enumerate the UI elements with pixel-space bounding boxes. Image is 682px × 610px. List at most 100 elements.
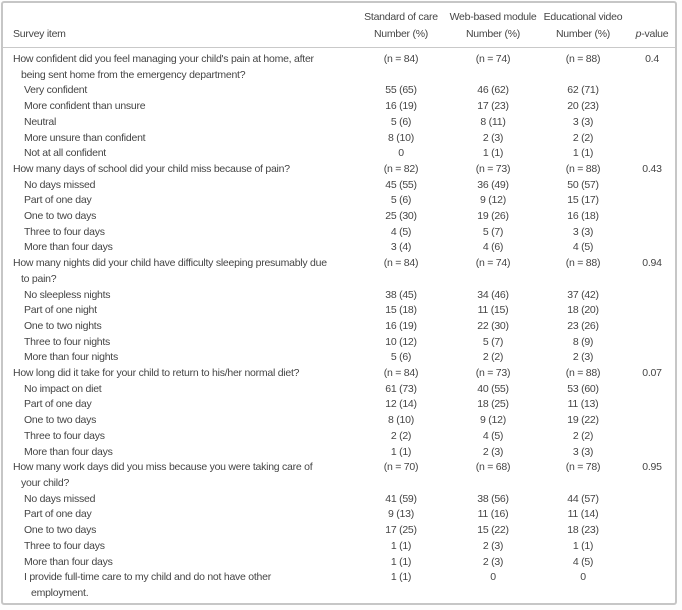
value-cell: (n = 73) <box>475 367 511 380</box>
row-label: No days missed <box>24 492 96 505</box>
value-cell: 50 (57) <box>567 178 599 191</box>
row-label: No impact on diet <box>24 382 102 395</box>
value-cell <box>353 68 449 84</box>
item-row: One to two days 8 (10) 9 (12) 19 (22) <box>3 413 675 429</box>
p-value-cell <box>629 193 675 209</box>
row-label: One to two days <box>24 524 97 537</box>
p-value-cell <box>629 397 675 413</box>
value-cell: 45 (55) <box>385 178 417 191</box>
item-row: No days missed 45 (55) 36 (49) 50 (57) <box>3 178 675 194</box>
value-cell: 41 (59) <box>385 492 417 505</box>
value-cell: (n = 88) <box>565 257 601 270</box>
value-cell: 2 (2) <box>482 351 504 364</box>
row-label: Three to four days <box>24 539 105 552</box>
row-label: Part of one night <box>24 304 97 317</box>
column-header-group-unit: Number (%) <box>555 27 611 40</box>
value-cell: 5 (6) <box>390 351 412 364</box>
column-header-educational-video: Educational video Number (%) <box>537 9 629 42</box>
value-cell: 2 (2) <box>390 429 412 442</box>
p-value-cell <box>629 382 675 398</box>
value-cell <box>449 476 537 492</box>
value-cell: 2 (3) <box>482 131 504 144</box>
column-header-group-unit: Number (%) <box>465 27 521 40</box>
value-cell: 0 <box>580 571 586 584</box>
value-cell: 0 <box>398 147 404 160</box>
row-label: One to two days <box>24 414 97 427</box>
item-row: One to two days 25 (30) 19 (26) 16 (18) <box>3 209 675 225</box>
value-cell: 36 (49) <box>477 178 509 191</box>
value-cell: (n = 82) <box>383 162 419 175</box>
value-cell: 11 (14) <box>567 508 599 521</box>
row-label: Part of one day <box>24 398 92 411</box>
row-label: How confident did you feel managing your… <box>13 53 314 65</box>
p-value-cell <box>629 555 675 571</box>
value-cell: 20 (23) <box>567 100 599 113</box>
row-label: How long did it take for your child to r… <box>13 367 300 380</box>
value-cell: 17 (23) <box>477 100 509 113</box>
value-cell: 4 (5) <box>390 225 412 238</box>
p-value-cell: 0.43 <box>642 162 662 175</box>
item-row: Part of one night 15 (18) 11 (15) 18 (20) <box>3 303 675 319</box>
value-cell: 8 (11) <box>480 115 506 128</box>
value-cell: 62 (71) <box>567 84 599 97</box>
value-cell <box>537 68 629 84</box>
table-body: How confident did you feel managing your… <box>3 48 675 602</box>
row-label: More than four days <box>24 241 113 254</box>
row-label: How many work days did you miss because … <box>13 461 313 474</box>
value-cell: (n = 84) <box>383 367 419 380</box>
row-label: to pain? <box>21 272 57 285</box>
value-cell: 5 (7) <box>482 335 504 348</box>
value-cell: 2 (2) <box>572 429 594 442</box>
item-row: One to two nights 16 (19) 22 (30) 23 (26) <box>3 319 675 335</box>
value-cell: 34 (46) <box>477 288 509 301</box>
value-cell: 40 (55) <box>477 382 509 395</box>
item-row: More unsure than confident 8 (10) 2 (3) 2 (… <box>3 131 675 147</box>
p-value-cell <box>629 115 675 131</box>
column-header-group-name: Web-based module <box>449 11 537 23</box>
value-cell: (n = 70) <box>383 461 419 474</box>
row-label: Very confident <box>24 84 88 97</box>
column-header-group-unit: Number (%) <box>373 27 429 40</box>
p-value-cell <box>629 570 675 586</box>
value-cell: (n = 88) <box>565 162 601 175</box>
value-cell: 16 (19) <box>385 319 417 332</box>
value-cell: 5 (7) <box>482 225 504 238</box>
value-cell: 12 (14) <box>385 398 417 411</box>
value-cell: 15 (22) <box>477 524 509 537</box>
row-label: Part of one day <box>24 194 92 207</box>
value-cell: 17 (25) <box>385 524 417 537</box>
p-value-cell <box>629 319 675 335</box>
value-cell: 46 (62) <box>477 84 509 97</box>
value-cell: 11 (16) <box>477 508 509 521</box>
value-cell: 19 (26) <box>477 210 509 223</box>
p-value-cell <box>629 209 675 225</box>
question-row: How many days of school did your child m… <box>3 162 675 178</box>
value-cell: 16 (18) <box>567 210 599 223</box>
row-label: One to two days <box>24 210 97 223</box>
column-header-p-value: p-value <box>629 26 675 43</box>
row-label: More unsure than confident <box>24 131 146 144</box>
value-cell <box>353 476 449 492</box>
item-row: Part of one day 5 (6) 9 (12) 15 (17) <box>3 193 675 209</box>
p-value-cell <box>629 429 675 445</box>
question-row: How many work days did you miss because … <box>3 460 675 476</box>
value-cell: 25 (30) <box>385 210 417 223</box>
p-value-cell <box>629 303 675 319</box>
value-cell: 53 (60) <box>567 382 599 395</box>
value-cell <box>449 586 537 602</box>
value-cell: 5 (6) <box>390 115 412 128</box>
p-value-cell <box>629 445 675 461</box>
column-header-group-name: Standard of care <box>364 11 438 23</box>
value-cell: 8 (10) <box>388 131 414 144</box>
value-cell: 4 (5) <box>482 429 504 442</box>
value-cell: 2 (3) <box>482 555 504 568</box>
p-value-cell <box>629 178 675 194</box>
value-cell: 3 (3) <box>572 115 594 128</box>
row-label: I provide full-time care to my child and… <box>24 571 271 584</box>
value-cell: (n = 73) <box>475 162 511 175</box>
p-value-cell <box>629 492 675 508</box>
value-cell <box>537 272 629 288</box>
item-row: More confident than unsure 16 (19) 17 (23)… <box>3 99 675 115</box>
item-row: More than four days 3 (4) 4 (6) 4 (5) <box>3 240 675 256</box>
